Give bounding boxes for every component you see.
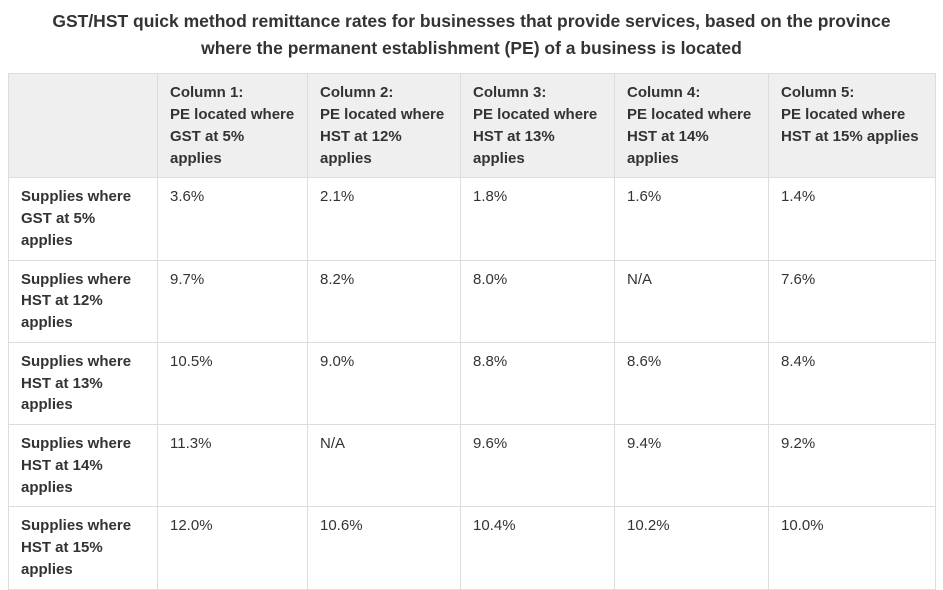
- column-description: PE located where HST at 14% applies: [627, 106, 752, 167]
- column-header-5: Column 5: PE located where HST at 15% ap…: [768, 73, 936, 179]
- table-row: Supplies where HST at 15% applies 12.0% …: [8, 506, 936, 590]
- column-description: PE located where HST at 15% applies: [781, 106, 919, 145]
- rate-cell: 1.6%: [614, 177, 769, 261]
- row-header: Supplies where HST at 15% applies: [8, 506, 158, 590]
- column-label: Column 2:: [320, 84, 394, 102]
- column-header-1: Column 1: PE located where GST at 5% app…: [157, 73, 308, 179]
- rate-cell: 1.4%: [768, 177, 936, 261]
- column-header-4: Column 4: PE located where HST at 14% ap…: [614, 73, 769, 179]
- row-header: Supplies where HST at 13% applies: [8, 341, 158, 426]
- column-label: Column 3:: [473, 84, 547, 102]
- rate-cell: N/A: [307, 423, 461, 508]
- column-label: Column 5:: [781, 84, 855, 102]
- rate-cell: 8.8%: [460, 341, 615, 426]
- column-description: PE located where HST at 13% applies: [473, 106, 598, 167]
- row-header: Supplies where HST at 14% applies: [8, 423, 158, 508]
- rate-cell: 10.2%: [614, 506, 769, 590]
- rate-cell: 9.4%: [614, 423, 769, 508]
- page: GST/HST quick method remittance rates fo…: [0, 8, 943, 590]
- column-label: Column 1:: [170, 84, 244, 102]
- rate-cell: 8.2%: [307, 259, 461, 343]
- column-description: PE located where GST at 5% applies: [170, 106, 295, 167]
- rate-cell: 2.1%: [307, 177, 461, 261]
- rate-cell: 10.5%: [157, 341, 308, 426]
- rate-cell: 8.6%: [614, 341, 769, 426]
- row-header: Supplies where HST at 12% applies: [8, 259, 158, 343]
- rate-cell: 7.6%: [768, 259, 936, 343]
- column-header-2: Column 2: PE located where HST at 12% ap…: [307, 73, 461, 179]
- rate-cell: 11.3%: [157, 423, 308, 508]
- rate-cell: 10.0%: [768, 506, 936, 590]
- row-header: Supplies where GST at 5% applies: [8, 177, 158, 261]
- rate-cell: 9.2%: [768, 423, 936, 508]
- table-header: Column 1: PE located where GST at 5% app…: [8, 73, 936, 179]
- rate-cell: 3.6%: [157, 177, 308, 261]
- column-description: PE located where HST at 12% applies: [320, 106, 445, 167]
- rate-cell: 1.8%: [460, 177, 615, 261]
- table-row: Supplies where HST at 14% applies 11.3% …: [8, 423, 936, 508]
- rate-cell: 8.0%: [460, 259, 615, 343]
- table-row: Supplies where HST at 13% applies 10.5% …: [8, 341, 936, 426]
- column-header-3: Column 3: PE located where HST at 13% ap…: [460, 73, 615, 179]
- column-label: Column 4:: [627, 84, 701, 102]
- rate-cell: 9.6%: [460, 423, 615, 508]
- rate-cell: N/A: [614, 259, 769, 343]
- page-title: GST/HST quick method remittance rates fo…: [52, 11, 891, 59]
- table-body: Supplies where GST at 5% applies 3.6% 2.…: [8, 177, 936, 590]
- rate-cell: 10.4%: [460, 506, 615, 590]
- header-row: Column 1: PE located where GST at 5% app…: [8, 73, 936, 179]
- corner-cell: [8, 73, 158, 179]
- rate-cell: 8.4%: [768, 341, 936, 426]
- rate-cell: 12.0%: [157, 506, 308, 590]
- remittance-rates-table: Column 1: PE located where GST at 5% app…: [8, 73, 936, 590]
- rate-cell: 9.0%: [307, 341, 461, 426]
- rate-cell: 10.6%: [307, 506, 461, 590]
- table-row: Supplies where HST at 12% applies 9.7% 8…: [8, 259, 936, 343]
- table-row: Supplies where GST at 5% applies 3.6% 2.…: [8, 177, 936, 261]
- rate-cell: 9.7%: [157, 259, 308, 343]
